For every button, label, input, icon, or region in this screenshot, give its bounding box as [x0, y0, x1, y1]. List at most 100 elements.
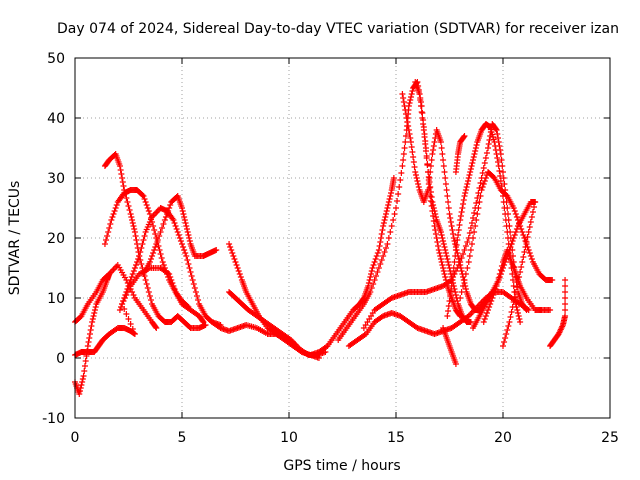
data-point: [435, 247, 442, 253]
data-point: [522, 244, 529, 250]
data-point: [378, 257, 385, 263]
data-point: [151, 247, 158, 253]
x-axis-label: GPS time / hours: [283, 458, 400, 474]
data-point: [213, 247, 220, 253]
data-point: [144, 205, 151, 211]
data-point: [147, 256, 154, 262]
data-point: [84, 343, 91, 349]
data-point: [464, 265, 471, 271]
data-point: [500, 343, 506, 349]
data-point: [443, 187, 450, 193]
data-point: [448, 223, 455, 229]
data-point: [457, 213, 464, 219]
data-point: [381, 249, 388, 255]
data-point: [457, 262, 464, 268]
data-point: [406, 100, 413, 106]
data-point: [496, 271, 503, 277]
data-point: [520, 254, 527, 260]
y-tick-label: 0: [56, 351, 65, 367]
data-point: [183, 253, 190, 259]
data-point: [456, 222, 463, 228]
data-point: [237, 274, 244, 280]
data-point: [138, 245, 145, 251]
data-point: [131, 229, 138, 235]
data-point: [455, 227, 462, 233]
data-point: [402, 139, 409, 145]
data-point: [190, 281, 197, 287]
data-point: [416, 91, 423, 97]
data-point: [525, 247, 532, 253]
data-point: [438, 232, 445, 238]
data-point: [523, 307, 530, 313]
data-point: [82, 358, 89, 364]
data-point: [480, 319, 487, 325]
data-point: [189, 277, 196, 283]
data-point: [526, 224, 533, 230]
data-point: [226, 241, 233, 247]
data-point: [141, 233, 148, 239]
data-point: [547, 307, 554, 313]
data-point: [415, 181, 422, 187]
data-point: [437, 256, 444, 262]
data-point: [439, 262, 446, 268]
data-point: [452, 247, 459, 253]
data-point: [140, 237, 147, 243]
y-axis-label: SDTVAR / TECUs: [7, 181, 23, 296]
data-point: [510, 235, 517, 241]
data-point: [160, 262, 167, 268]
data-point: [77, 385, 84, 391]
data-point: [187, 269, 194, 275]
data-point: [457, 295, 464, 301]
data-point: [451, 286, 458, 292]
data-point: [87, 327, 94, 333]
data-point: [104, 233, 111, 239]
data-point: [461, 193, 468, 199]
data-point: [400, 95, 407, 101]
data-point: [192, 289, 199, 295]
data-point: [467, 169, 474, 175]
data-point: [181, 214, 188, 220]
data-point: [515, 313, 522, 319]
data-point: [462, 243, 469, 249]
data-point: [167, 202, 174, 208]
data-point: [387, 229, 394, 235]
data-point: [383, 211, 390, 217]
data-point: [195, 297, 202, 303]
data-point: [450, 265, 457, 271]
data-point: [452, 289, 459, 295]
data-point: [453, 242, 460, 248]
data-point: [408, 91, 415, 97]
data-point: [116, 307, 123, 313]
data-point: [122, 292, 129, 298]
y-tick-label: 40: [47, 111, 65, 127]
data-point: [447, 288, 454, 294]
data-point: [460, 251, 467, 257]
data-point: [458, 268, 465, 274]
data-point: [498, 263, 505, 269]
data-point: [157, 251, 164, 257]
data-point: [510, 299, 517, 305]
data-point: [502, 211, 509, 217]
data-point: [121, 306, 128, 312]
data-point: [458, 209, 465, 215]
data-point: [417, 103, 424, 109]
data-point: [449, 277, 456, 283]
data-point: [124, 199, 131, 205]
data-point: [396, 184, 403, 190]
data-point: [440, 265, 447, 271]
data-point: [232, 259, 239, 265]
y-tick-label: 50: [47, 51, 65, 67]
data-point: [444, 256, 451, 262]
data-point: [113, 202, 120, 208]
data-point: [139, 192, 146, 198]
data-point: [144, 285, 151, 291]
data-point: [468, 220, 475, 226]
data-point: [152, 324, 159, 330]
data-point: [402, 107, 409, 113]
data-point: [457, 265, 464, 271]
data-point: [440, 241, 447, 247]
data-point: [388, 190, 395, 196]
data-point: [422, 148, 429, 154]
data-point: [407, 135, 414, 141]
data-point: [430, 147, 437, 153]
